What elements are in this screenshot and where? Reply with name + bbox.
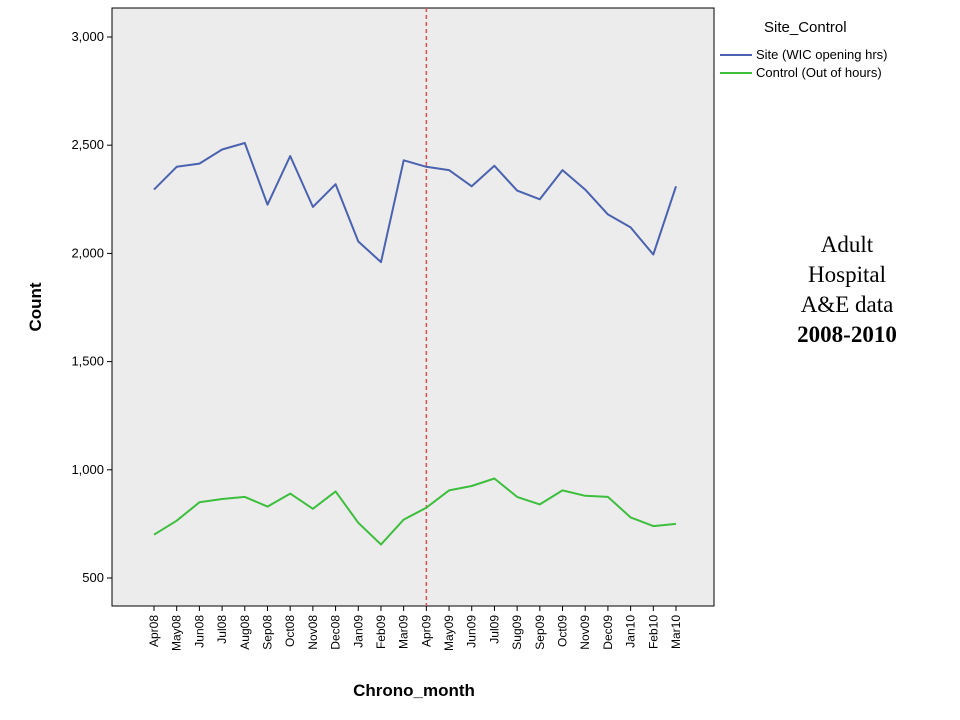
x-tick-label: Jun08	[192, 615, 206, 648]
legend: Site_Control Site (WIC opening hrs) Cont…	[720, 19, 888, 80]
side-note: Adult Hospital A&E data 2008-2010	[752, 230, 942, 350]
side-note-line-2: Hospital	[808, 262, 886, 287]
side-note-line-1: Adult	[820, 232, 874, 257]
x-tick-label: Apr09	[419, 615, 433, 647]
x-axis-title: Chrono_month	[353, 681, 475, 700]
y-tick-label: 2,500	[71, 137, 104, 152]
x-tick-label: Aug08	[238, 615, 252, 650]
x-axis-ticks: Apr08 May08 Jun08 Jul08 Aug08 Sep08 Oct08 Nov08…	[147, 606, 683, 651]
x-tick-label: Dec08	[329, 615, 343, 650]
series-line-site	[153, 142, 677, 264]
x-tick-label: Mar09	[397, 615, 411, 649]
series-lines	[153, 142, 677, 546]
y-tick-label: 1,500	[71, 354, 104, 369]
x-tick-label: Jul09	[487, 615, 501, 644]
x-tick-label: Apr08	[147, 615, 161, 647]
y-tick-label: 500	[82, 570, 104, 585]
x-tick-label: Sep08	[260, 615, 274, 650]
plot-area	[111, 7, 715, 607]
x-tick-label: Oct08	[283, 615, 297, 647]
x-tick-label: Jan09	[351, 615, 365, 648]
x-tick-label: Oct09	[556, 615, 570, 647]
y-tick-label: 2,000	[71, 245, 104, 260]
y-tick-label: 1,000	[71, 462, 104, 477]
x-tick-label: May08	[170, 615, 184, 651]
x-tick-label: Jun09	[465, 615, 479, 648]
series-line-control	[153, 477, 677, 546]
x-tick-label: Nov09	[578, 615, 592, 650]
x-tick-label: Sep09	[533, 615, 547, 650]
side-note-line-4: 2008-2010	[797, 322, 897, 347]
legend-label-site: Site (WIC opening hrs)	[756, 47, 888, 62]
x-tick-label: Mar10	[669, 615, 683, 649]
x-tick-label: May09	[442, 615, 456, 651]
legend-title: Site_Control	[764, 19, 847, 36]
x-tick-label: Jan10	[624, 615, 638, 648]
y-axis-title: Count	[26, 282, 45, 331]
y-axis-ticks: 500 1,000 1,500 2,000 2,500 3,000	[71, 29, 112, 585]
legend-label-control: Control (Out of hours)	[756, 65, 882, 80]
side-note-line-3: A&E data	[800, 292, 894, 317]
x-tick-label: Feb10	[646, 615, 660, 649]
y-tick-label: 3,000	[71, 29, 104, 44]
x-tick-label: Nov08	[306, 615, 320, 650]
x-tick-label: Jul08	[215, 615, 229, 644]
x-tick-label: Dec09	[601, 615, 615, 650]
x-tick-label: Feb09	[374, 615, 388, 649]
x-tick-label: Sug09	[510, 615, 524, 650]
